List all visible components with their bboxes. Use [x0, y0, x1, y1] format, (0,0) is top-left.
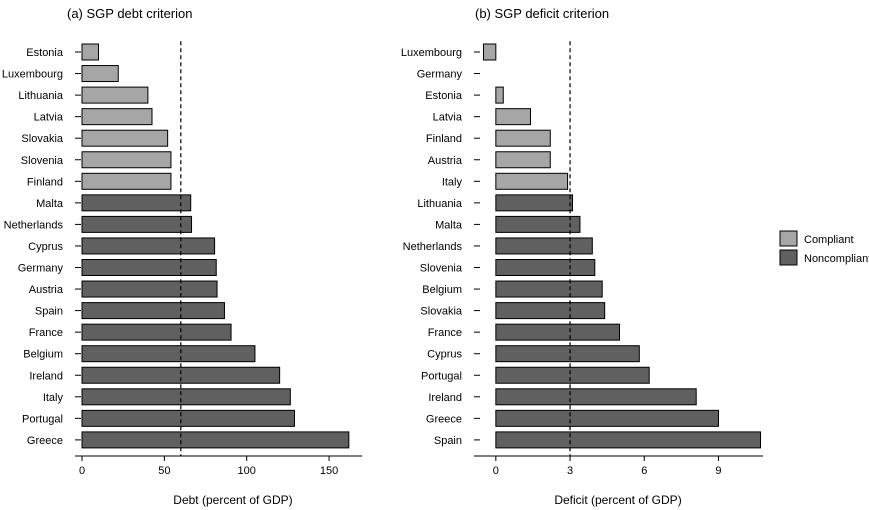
- deficit-bar-netherlands: [495, 237, 593, 255]
- deficit-x-tick-label: 9: [715, 465, 721, 477]
- debt-bar-luxembourg: [81, 65, 119, 83]
- deficit-x-tick-label: 6: [641, 465, 647, 477]
- deficit-bar-greece: [495, 409, 719, 427]
- debt-panel: (a) SGP debt criterion Debt (percent of …: [2, 6, 362, 507]
- deficit-x-axis-label: Deficit (percent of GDP): [554, 493, 681, 507]
- deficit-category-label: Germany: [417, 69, 463, 81]
- deficit-category-label: Lithuania: [417, 198, 463, 210]
- debt-category-label: Slovenia: [21, 155, 64, 167]
- deficit-bar-spain: [495, 431, 762, 449]
- legend: Compliant Noncompliant: [779, 230, 869, 266]
- debt-chart-title: (a) SGP debt criterion: [67, 6, 192, 21]
- deficit-chart-title: (b) SGP deficit criterion: [475, 6, 609, 21]
- deficit-bar-portugal: [495, 366, 650, 384]
- debt-x-axis-label: Debt (percent of GDP): [173, 493, 292, 507]
- deficit-bar-malta: [495, 215, 581, 233]
- debt-category-label: Estonia: [26, 47, 64, 59]
- debt-x-tick-label: 0: [79, 465, 85, 477]
- debt-x-tick-label: 50: [158, 465, 170, 477]
- deficit-panel: (b) SGP deficit criterion Deficit (perce…: [401, 6, 763, 507]
- deficit-category-label: Estonia: [425, 90, 463, 102]
- debt-category-label: Portugal: [22, 413, 63, 425]
- debt-category-label: Slovakia: [21, 133, 63, 145]
- deficit-bar-luxembourg: [482, 43, 497, 61]
- legend-label-compliant: Compliant: [804, 234, 854, 246]
- deficit-category-label: Spain: [434, 435, 462, 447]
- debt-category-label: Greece: [27, 435, 63, 447]
- debt-category-label: Cyprus: [28, 241, 63, 253]
- debt-category-label: Spain: [35, 306, 63, 318]
- deficit-category-label: Cyprus: [427, 349, 462, 361]
- deficit-category-label: Austria: [428, 155, 463, 167]
- debt-bar-lithuania: [81, 86, 149, 104]
- legend-swatch-noncompliant: [779, 249, 798, 266]
- debt-bar-malta: [81, 194, 192, 212]
- debt-bar-france: [81, 323, 232, 341]
- debt-bar-netherlands: [81, 215, 193, 233]
- debt-bar-ireland: [81, 366, 281, 384]
- deficit-category-label: Finland: [426, 133, 462, 145]
- debt-x-tick-label: 150: [320, 465, 338, 477]
- deficit-category-label: Latvia: [433, 112, 463, 124]
- deficit-category-label: France: [428, 327, 462, 339]
- deficit-bar-lithuania: [495, 194, 574, 212]
- legend-label-noncompliant: Noncompliant: [804, 253, 869, 265]
- debt-category-label: France: [29, 327, 63, 339]
- deficit-bar-finland: [495, 129, 551, 147]
- deficit-category-label: Belgium: [422, 284, 462, 296]
- debt-category-label: Netherlands: [4, 219, 64, 231]
- deficit-bar-france: [495, 323, 621, 341]
- deficit-bar-ireland: [495, 388, 697, 406]
- debt-bar-greece: [81, 431, 350, 449]
- deficit-bar-estonia: [495, 86, 504, 104]
- debt-bar-spain: [81, 302, 225, 320]
- deficit-category-label: Malta: [435, 219, 463, 231]
- deficit-category-label: Ireland: [428, 392, 462, 404]
- deficit-category-label: Slovenia: [420, 263, 463, 275]
- debt-bar-latvia: [81, 108, 153, 126]
- debt-category-label: Belgium: [23, 349, 63, 361]
- debt-category-label: Ireland: [29, 370, 63, 382]
- deficit-bar-latvia: [495, 108, 531, 126]
- debt-bar-portugal: [81, 409, 295, 427]
- debt-bar-estonia: [81, 43, 99, 61]
- debt-category-label: Italy: [43, 392, 64, 404]
- debt-category-label: Germany: [18, 263, 64, 275]
- debt-bar-austria: [81, 280, 218, 298]
- debt-bar-cyprus: [81, 237, 216, 255]
- debt-bar-germany: [81, 259, 217, 276]
- deficit-category-label: Netherlands: [403, 241, 463, 253]
- debt-category-label: Latvia: [34, 112, 64, 124]
- deficit-category-label: Slovakia: [420, 306, 462, 318]
- deficit-bar-italy: [495, 172, 569, 190]
- deficit-bar-belgium: [495, 280, 603, 298]
- debt-bar-slovenia: [81, 151, 172, 169]
- deficit-category-label: Portugal: [421, 370, 462, 382]
- debt-x-tick-label: 100: [238, 465, 256, 477]
- deficit-bar-austria: [495, 151, 551, 169]
- debt-bar-italy: [81, 388, 291, 406]
- debt-category-label: Austria: [29, 284, 64, 296]
- deficit-category-label: Greece: [426, 413, 462, 425]
- debt-category-label: Malta: [36, 198, 64, 210]
- deficit-category-label: Italy: [442, 176, 463, 188]
- debt-category-label: Finland: [27, 176, 63, 188]
- deficit-bar-slovenia: [495, 259, 596, 276]
- debt-bar-slovakia: [81, 129, 169, 147]
- legend-swatch-compliant: [779, 230, 798, 247]
- debt-bar-finland: [81, 172, 172, 190]
- deficit-category-label: Luxembourg: [401, 47, 462, 59]
- deficit-x-tick-label: 0: [493, 465, 499, 477]
- debt-bar-belgium: [81, 345, 256, 363]
- deficit-bar-slovakia: [495, 302, 606, 320]
- deficit-bar-cyprus: [495, 345, 640, 363]
- debt-category-label: Luxembourg: [2, 69, 63, 81]
- debt-category-label: Lithuania: [18, 90, 64, 102]
- deficit-x-tick-label: 3: [567, 465, 573, 477]
